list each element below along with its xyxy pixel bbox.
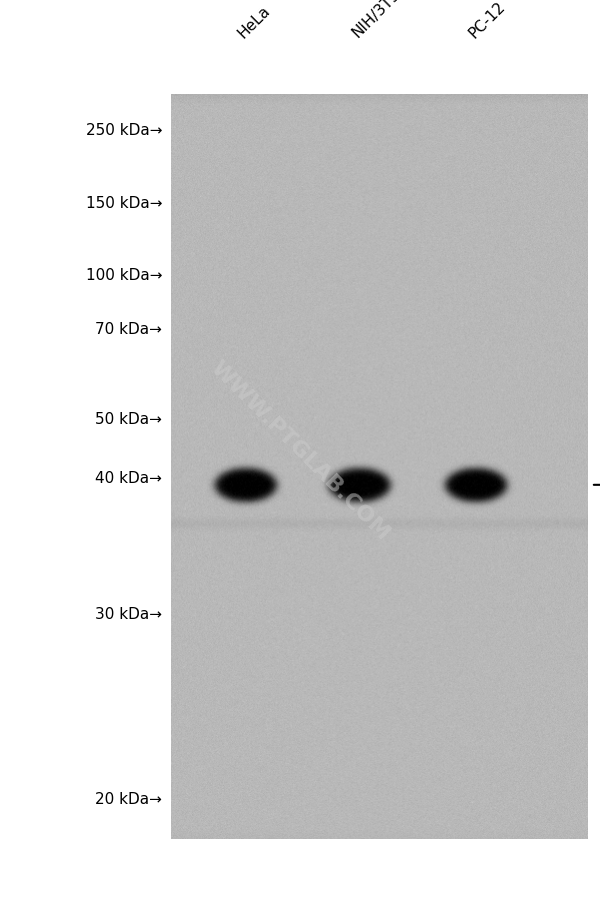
Text: 100 kDa→: 100 kDa→ [86, 268, 162, 282]
Text: 20 kDa→: 20 kDa→ [95, 791, 162, 805]
Text: 30 kDa→: 30 kDa→ [95, 606, 162, 621]
Text: 250 kDa→: 250 kDa→ [86, 124, 162, 138]
Text: PC-12: PC-12 [466, 0, 509, 41]
Text: 150 kDa→: 150 kDa→ [86, 196, 162, 210]
Text: 70 kDa→: 70 kDa→ [95, 322, 162, 336]
Text: NIH/3T3: NIH/3T3 [349, 0, 403, 41]
Text: HeLa: HeLa [235, 3, 274, 41]
Text: 40 kDa→: 40 kDa→ [95, 471, 162, 485]
Text: 50 kDa→: 50 kDa→ [95, 412, 162, 427]
Text: WWW.PTGLAB.COM: WWW.PTGLAB.COM [206, 358, 394, 544]
